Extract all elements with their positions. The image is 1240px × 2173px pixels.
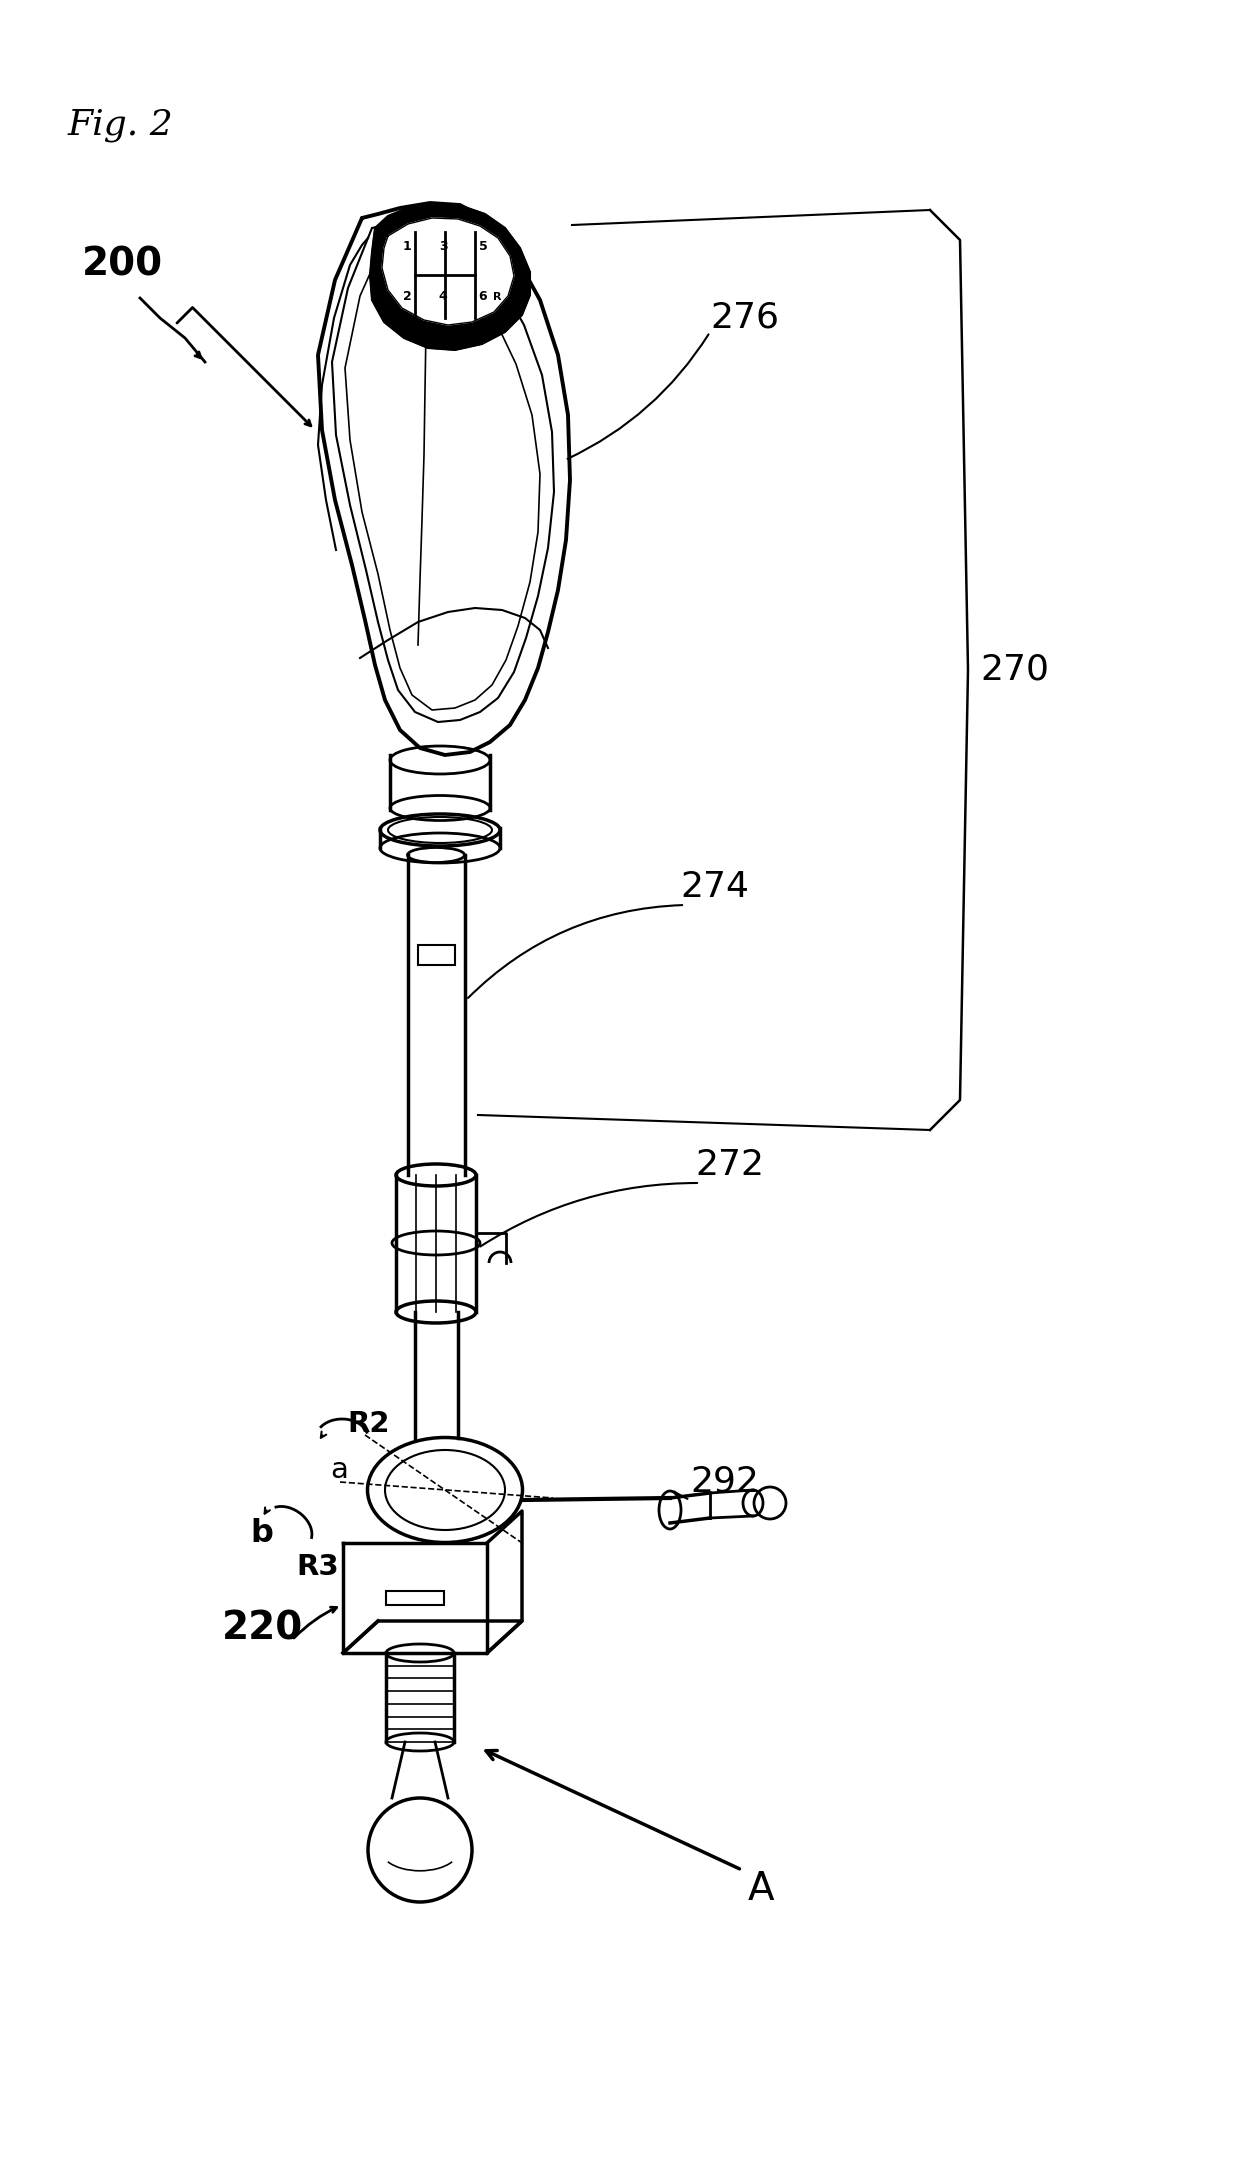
Text: 270: 270 [980,654,1049,687]
Text: b: b [250,1519,273,1549]
Text: 1: 1 [403,239,412,252]
Text: 5: 5 [479,239,487,252]
Text: R: R [492,291,501,302]
FancyBboxPatch shape [418,945,455,965]
Text: A: A [748,1871,775,1908]
Text: 4: 4 [439,289,448,302]
Text: R2: R2 [347,1410,389,1439]
Text: 200: 200 [82,246,164,282]
Polygon shape [382,217,515,326]
Text: 272: 272 [694,1147,764,1182]
Text: 3: 3 [439,239,448,252]
Text: 2: 2 [403,289,412,302]
Text: 292: 292 [689,1465,759,1499]
Text: R3: R3 [296,1554,339,1582]
Text: 220: 220 [222,1610,304,1647]
Text: a: a [330,1456,348,1484]
FancyBboxPatch shape [386,1591,444,1606]
Text: 276: 276 [711,300,779,335]
Polygon shape [370,204,529,350]
Text: 6: 6 [479,289,487,302]
Text: Fig. 2: Fig. 2 [68,109,174,141]
Text: 274: 274 [680,869,749,904]
